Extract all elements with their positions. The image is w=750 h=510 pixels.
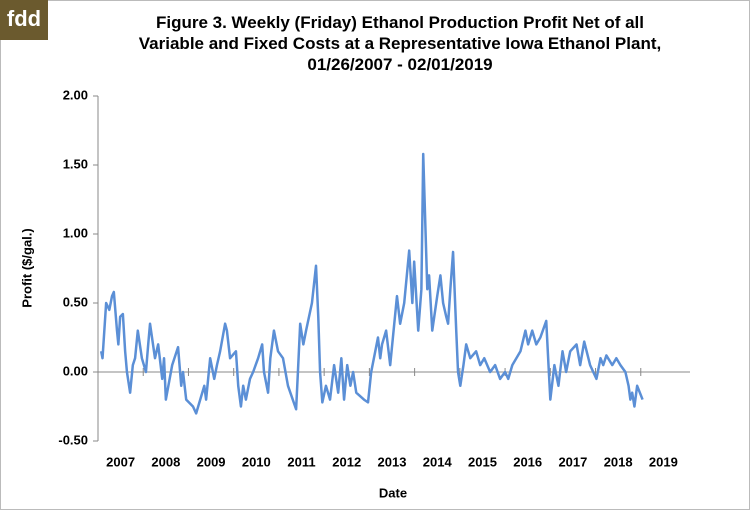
x-tick-label: 2008	[151, 454, 180, 469]
chart-title: Figure 3. Weekly (Friday) Ethanol Produc…	[138, 13, 662, 74]
x-tick-label: 2017	[558, 454, 587, 469]
data-line	[99, 152, 644, 415]
x-tick-label: 2012	[332, 454, 361, 469]
x-tick-label: 2015	[468, 454, 497, 469]
x-tick-label: 2009	[197, 454, 226, 469]
x-tick-label: 2013	[378, 454, 407, 469]
x-tick-label: 2010	[242, 454, 271, 469]
x-axis-label: Date	[379, 485, 407, 500]
x-tick-label: 2016	[513, 454, 542, 469]
x-tick-label: 2014	[423, 454, 453, 469]
logo: fdd	[0, 0, 48, 40]
y-tick-label: 2.00	[63, 87, 88, 102]
y-tick-label: 1.00	[63, 225, 88, 240]
y-tick-label: 0.00	[63, 363, 88, 378]
x-tick-label: 2011	[287, 454, 315, 469]
y-tick-label: 0.50	[63, 294, 88, 309]
x-tick-label: 2019	[649, 454, 678, 469]
x-tick-label: 2018	[604, 454, 633, 469]
y-tick-label: -0.50	[58, 432, 88, 447]
y-axis-label: Profit ($/gal.)	[19, 228, 34, 307]
y-tick-label: 1.50	[63, 156, 88, 171]
x-tick-label: 2007	[106, 454, 135, 469]
